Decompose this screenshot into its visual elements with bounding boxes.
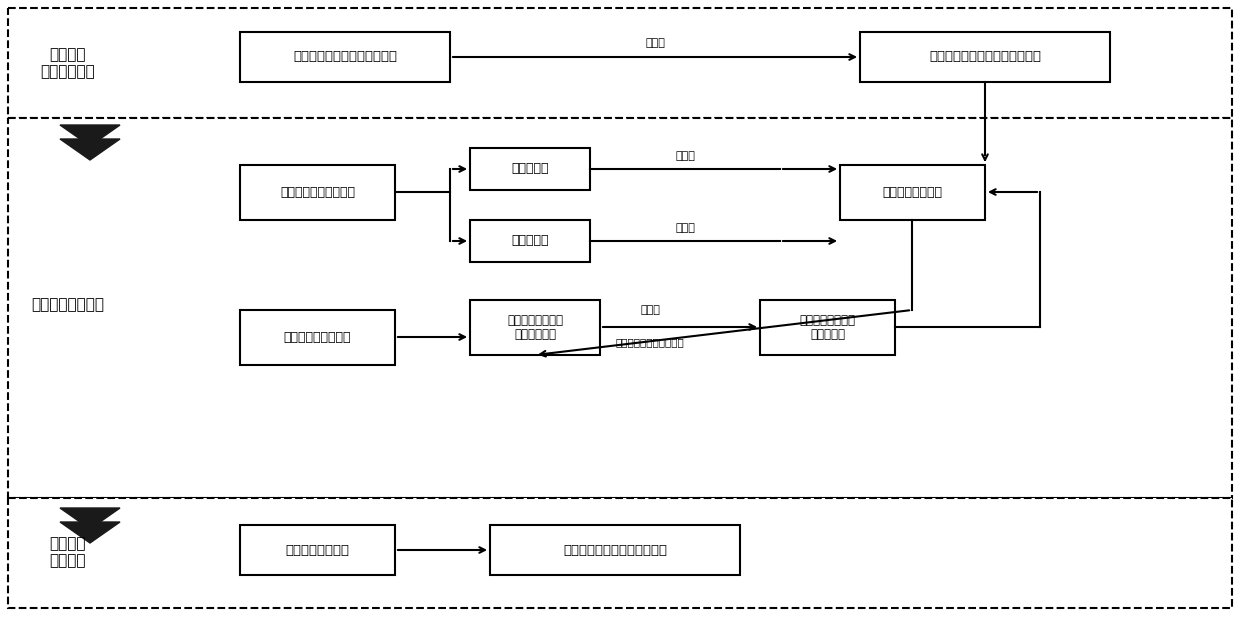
Text: 原始无停车: 原始无停车 — [511, 162, 549, 175]
FancyBboxPatch shape — [470, 300, 600, 355]
Text: 车辆轨迹修正结果: 车辆轨迹修正结果 — [285, 544, 350, 557]
Text: 车辆通过第一个交叉口: 车辆通过第一个交叉口 — [280, 186, 355, 199]
FancyBboxPatch shape — [7, 118, 1233, 498]
FancyBboxPatch shape — [241, 310, 396, 365]
Text: 交叉口原始排队特征参数提取: 交叉口原始排队特征参数提取 — [293, 51, 397, 64]
Text: 修正后的车辆轨迹: 修正后的车辆轨迹 — [883, 186, 942, 199]
FancyBboxPatch shape — [490, 525, 740, 575]
FancyBboxPatch shape — [760, 300, 895, 355]
Text: 车辆通过后续交叉口: 车辆通过后续交叉口 — [284, 331, 351, 344]
Text: 相位差: 相位差 — [640, 305, 660, 315]
Text: 车辆延误
计算模型: 车辆延误 计算模型 — [50, 536, 87, 568]
Text: 原始有停车: 原始有停车 — [511, 234, 549, 247]
Polygon shape — [60, 508, 120, 529]
Polygon shape — [60, 522, 120, 543]
FancyBboxPatch shape — [470, 220, 590, 262]
Text: 车辆轨迹修正模型: 车辆轨迹修正模型 — [31, 297, 104, 312]
Text: 相位差: 相位差 — [645, 38, 665, 48]
Text: 相位差: 相位差 — [675, 151, 694, 161]
Text: 本交叉口的车辆轨
迹修正结果: 本交叉口的车辆轨 迹修正结果 — [800, 313, 856, 341]
Text: 现状相位差下协调方向总延误: 现状相位差下协调方向总延误 — [563, 544, 667, 557]
Polygon shape — [60, 139, 120, 160]
FancyBboxPatch shape — [7, 498, 1233, 608]
FancyBboxPatch shape — [839, 165, 985, 220]
FancyBboxPatch shape — [7, 8, 1233, 118]
FancyBboxPatch shape — [241, 32, 450, 82]
Text: 相位差: 相位差 — [675, 223, 694, 233]
FancyBboxPatch shape — [241, 525, 396, 575]
Text: 交叉口原
排队修正模型: 交叉口原 排队修正模型 — [41, 47, 95, 79]
Text: 现相位差下交叉口排队特征参数: 现相位差下交叉口排队特征参数 — [929, 51, 1042, 64]
Polygon shape — [60, 125, 120, 146]
Text: 当前交叉口排队特征参数: 当前交叉口排队特征参数 — [615, 337, 684, 347]
FancyBboxPatch shape — [861, 32, 1110, 82]
FancyBboxPatch shape — [241, 165, 396, 220]
Text: 上一交叉口的车辆
轨迹修正结果: 上一交叉口的车辆 轨迹修正结果 — [507, 313, 563, 341]
FancyBboxPatch shape — [470, 148, 590, 190]
